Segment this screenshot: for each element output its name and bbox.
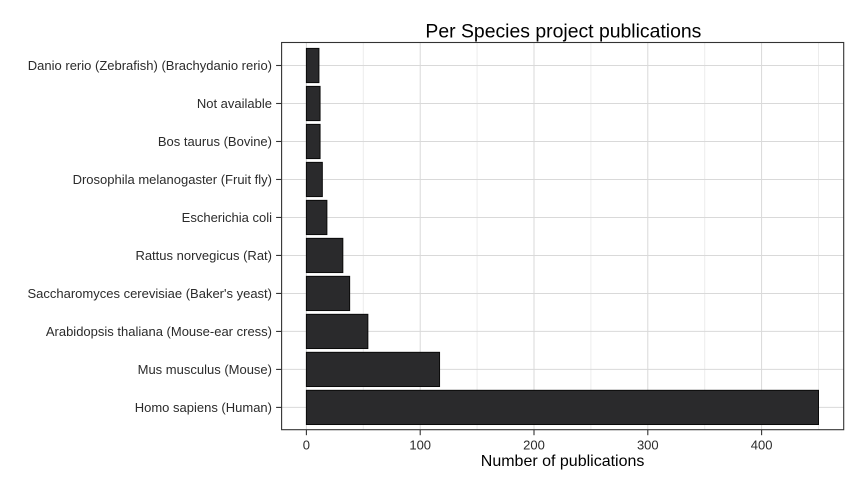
svg-text:Rattus norvegicus (Rat): Rattus norvegicus (Rat) [135,248,272,263]
svg-text:Danio rerio (Zebrafish) (Brach: Danio rerio (Zebrafish) (Brachydanio rer… [28,58,272,73]
svg-text:Homo sapiens (Human): Homo sapiens (Human) [135,400,272,415]
svg-text:Number of publications: Number of publications [481,453,645,470]
svg-text:200: 200 [523,438,545,453]
svg-text:Per Species project publicatio: Per Species project publications [425,20,701,42]
svg-text:Escherichia coli: Escherichia coli [182,210,272,225]
svg-text:Drosophila melanogaster (Fruit: Drosophila melanogaster (Fruit fly) [73,172,272,187]
svg-text:Mus musculus (Mouse): Mus musculus (Mouse) [138,362,272,377]
svg-text:Arabidopsis thaliana (Mouse-ea: Arabidopsis thaliana (Mouse-ear cress) [46,324,272,339]
svg-text:400: 400 [751,438,773,453]
svg-text:Not available: Not available [197,96,272,111]
svg-text:Bos taurus (Bovine): Bos taurus (Bovine) [158,134,272,149]
svg-text:100: 100 [409,438,431,453]
svg-text:Saccharomyces cerevisiae (Bake: Saccharomyces cerevisiae (Baker's yeast) [27,286,272,301]
svg-text:300: 300 [637,438,659,453]
svg-text:0: 0 [303,438,310,453]
